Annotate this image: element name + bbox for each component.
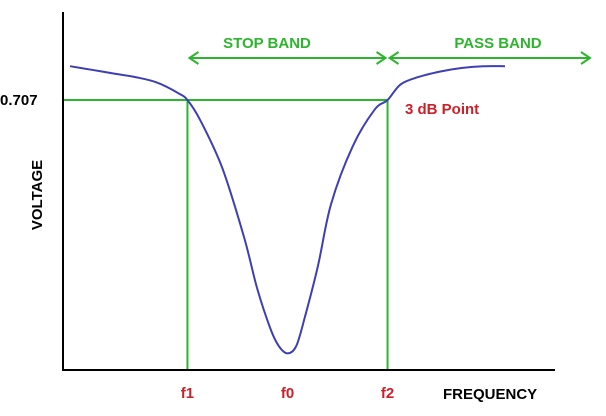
y-tick-0707: 0.707 xyxy=(0,92,38,109)
data-point-14 xyxy=(295,345,297,347)
stop-band-arrow-head-right xyxy=(375,51,388,65)
band-arrows xyxy=(187,51,592,65)
pass-band-arrow-head-right xyxy=(580,51,592,65)
y-tick-labels: 0.707 xyxy=(0,92,38,109)
data-point-5 xyxy=(178,93,180,95)
stop-band-arrow-head-left xyxy=(187,51,200,65)
data-point-6 xyxy=(186,99,188,101)
data-point-21 xyxy=(400,83,402,85)
data-point-3 xyxy=(134,76,136,78)
data-point-23 xyxy=(439,71,441,73)
data-point-12 xyxy=(278,345,280,347)
x-tick-f2: f2 xyxy=(381,385,394,402)
x-axis-label: FREQUENCY xyxy=(443,386,537,403)
data-point-1 xyxy=(91,69,93,71)
axes xyxy=(62,12,555,371)
data-point-15 xyxy=(304,316,306,318)
data-point-20 xyxy=(387,99,389,101)
y-axis-label: VOLTAGE xyxy=(29,160,46,230)
pass-band-arrow-head-left xyxy=(387,51,400,65)
series-group xyxy=(69,65,506,355)
response-curve-line xyxy=(69,65,506,355)
x-tick-labels: f1 f0 f2 xyxy=(181,385,394,402)
data-point-11 xyxy=(269,327,271,329)
data-point-4 xyxy=(156,82,158,84)
data-point-25 xyxy=(482,65,484,67)
data-point-24 xyxy=(461,67,463,69)
data-point-17 xyxy=(330,203,332,205)
data-point-13 xyxy=(287,352,289,354)
data-point-16 xyxy=(317,265,319,267)
data-point-0 xyxy=(69,65,71,67)
data-point-26 xyxy=(504,65,506,67)
stop-band-label: STOP BAND xyxy=(223,35,311,52)
guide-lines xyxy=(63,99,389,370)
data-point-22 xyxy=(417,76,419,78)
data-point-2 xyxy=(113,73,115,75)
pass-band-label: PASS BAND xyxy=(454,35,541,52)
data-point-19 xyxy=(374,109,376,111)
data-point-7 xyxy=(200,120,202,122)
x-tick-f1: f1 xyxy=(181,385,194,402)
data-point-9 xyxy=(243,236,245,238)
data-point-8 xyxy=(221,167,223,169)
three-db-point-label: 3 dB Point xyxy=(405,101,479,118)
data-point-18 xyxy=(352,145,354,147)
data-point-10 xyxy=(256,287,258,289)
x-tick-f0: f0 xyxy=(281,385,294,402)
